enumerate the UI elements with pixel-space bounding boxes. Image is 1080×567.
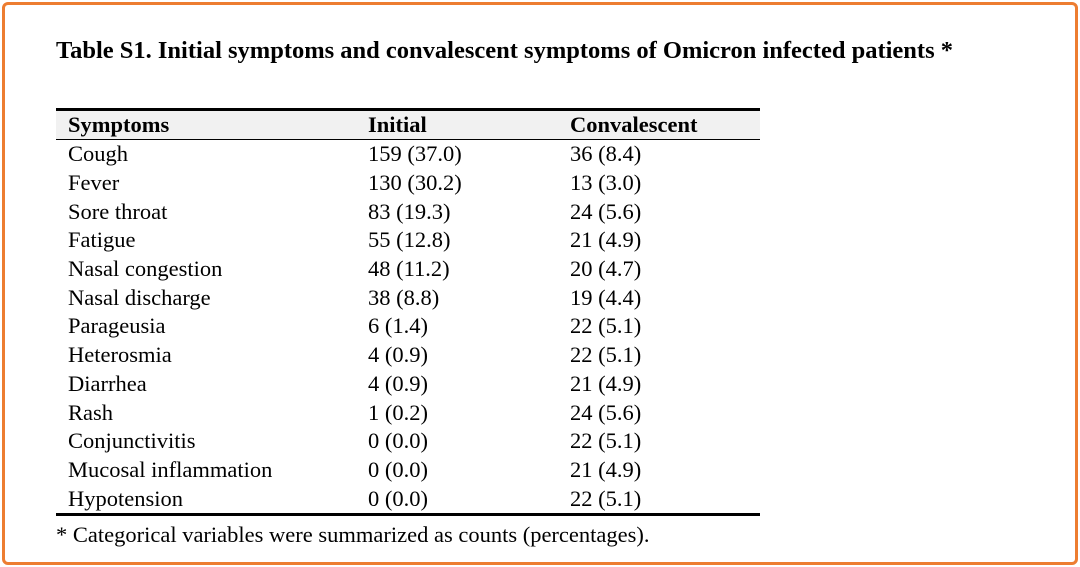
table-row: Nasal congestion 48 (11.2) 20 (4.7) xyxy=(56,255,760,284)
cell-convalescent: 22 (5.1) xyxy=(558,484,760,516)
symptoms-table: Symptoms Initial Convalescent Cough 159 (… xyxy=(56,108,760,516)
cell-convalescent: 21 (4.9) xyxy=(570,456,642,482)
table-row: Diarrhea 4 (0.9) 21 (4.9) xyxy=(56,370,760,399)
cell-symptom: Mucosal inflammation xyxy=(68,456,273,482)
cell-convalescent: 20 (4.7) xyxy=(570,256,642,282)
cell-initial: 130 (30.2) xyxy=(368,170,462,196)
cell-convalescent: 21 (4.9) xyxy=(570,370,642,396)
cell-initial: 6 (1.4) xyxy=(368,313,428,339)
header-initial: Initial xyxy=(356,108,558,140)
header-convalescent: Convalescent xyxy=(558,108,760,140)
cell-symptom: Diarrhea xyxy=(68,370,147,396)
table-row: Fever 130 (30.2) 13 (3.0) xyxy=(56,169,760,198)
cell-symptom: Nasal discharge xyxy=(68,284,211,310)
cell-symptom: Sore throat xyxy=(68,198,168,224)
cell-initial: 55 (12.8) xyxy=(368,227,451,253)
table-row: Sore throat 83 (19.3) 24 (5.6) xyxy=(56,197,760,226)
table-row: Rash 1 (0.2) 24 (5.6) xyxy=(56,398,760,427)
cell-initial: 159 (37.0) xyxy=(368,141,462,167)
cell-symptom: Conjunctivitis xyxy=(68,428,196,454)
cell-symptom: Hypotension xyxy=(56,484,356,516)
cell-symptom: Cough xyxy=(68,141,129,167)
table-body: Cough 159 (37.0) 36 (8.4) Fever 130 (30.2) 13… xyxy=(56,140,760,516)
cell-convalescent: 22 (5.1) xyxy=(570,342,642,368)
cell-initial: 0 (0.0) xyxy=(356,484,558,516)
cell-initial: 0 (0.0) xyxy=(368,428,428,454)
cell-symptom: Fatigue xyxy=(68,227,136,253)
cell-initial: 83 (19.3) xyxy=(368,198,451,224)
footnote: * Categorical variables were summarized … xyxy=(56,522,650,547)
cell-convalescent: 22 (5.1) xyxy=(570,428,642,454)
table-row: Nasal discharge 38 (8.8) 19 (4.4) xyxy=(56,283,760,312)
cell-symptom: Rash xyxy=(68,399,113,425)
cell-convalescent: 13 (3.0) xyxy=(570,170,642,196)
cell-initial: 38 (8.8) xyxy=(368,284,440,310)
cell-convalescent: 24 (5.6) xyxy=(570,399,642,425)
table-row: Heterosmia 4 (0.9) 22 (5.1) xyxy=(56,341,760,370)
cell-symptom: Fever xyxy=(68,170,120,196)
table-title: Table S1. Initial symptoms and convalesc… xyxy=(56,37,954,64)
cell-initial: 4 (0.9) xyxy=(368,370,428,396)
table-header: Symptoms Initial Convalescent xyxy=(56,108,760,140)
table-row: Mucosal inflammation 0 (0.0) 21 (4.9) xyxy=(56,456,760,485)
cell-convalescent: 36 (8.4) xyxy=(570,141,642,167)
table-row: Fatigue 55 (12.8) 21 (4.9) xyxy=(56,226,760,255)
table-row: Parageusia 6 (1.4) 22 (5.1) xyxy=(56,312,760,341)
cell-symptom: Nasal congestion xyxy=(68,256,223,282)
cell-initial: 0 (0.0) xyxy=(368,456,428,482)
cell-initial: 48 (11.2) xyxy=(368,256,450,282)
table-row: Hypotension 0 (0.0) 22 (5.1) xyxy=(56,484,760,516)
table-row: Cough 159 (37.0) 36 (8.4) xyxy=(56,140,760,169)
cell-convalescent: 21 (4.9) xyxy=(570,227,642,253)
cell-convalescent: 22 (5.1) xyxy=(570,313,642,339)
cell-initial: 1 (0.2) xyxy=(368,399,428,425)
cell-convalescent: 19 (4.4) xyxy=(570,284,642,310)
header-symptoms: Symptoms xyxy=(56,108,356,140)
header-row: Symptoms Initial Convalescent xyxy=(56,108,760,140)
cell-convalescent: 24 (5.6) xyxy=(570,198,642,224)
cell-symptom: Heterosmia xyxy=(68,342,172,368)
cell-symptom: Parageusia xyxy=(68,313,166,339)
table-row: Conjunctivitis 0 (0.0) 22 (5.1) xyxy=(56,427,760,456)
cell-initial: 4 (0.9) xyxy=(368,342,428,368)
